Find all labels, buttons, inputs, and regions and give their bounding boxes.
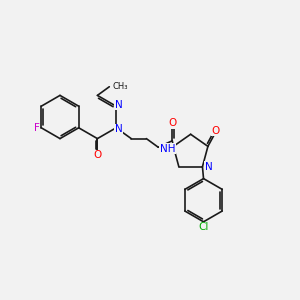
Text: O: O [168, 118, 176, 128]
Text: O: O [212, 126, 220, 136]
Text: N: N [115, 100, 122, 110]
Text: Cl: Cl [198, 222, 209, 232]
Text: N: N [205, 162, 213, 172]
Text: N: N [115, 124, 122, 134]
Text: F: F [34, 123, 40, 133]
Text: CH₃: CH₃ [113, 82, 128, 91]
Text: NH: NH [160, 144, 175, 154]
Text: O: O [93, 150, 101, 160]
